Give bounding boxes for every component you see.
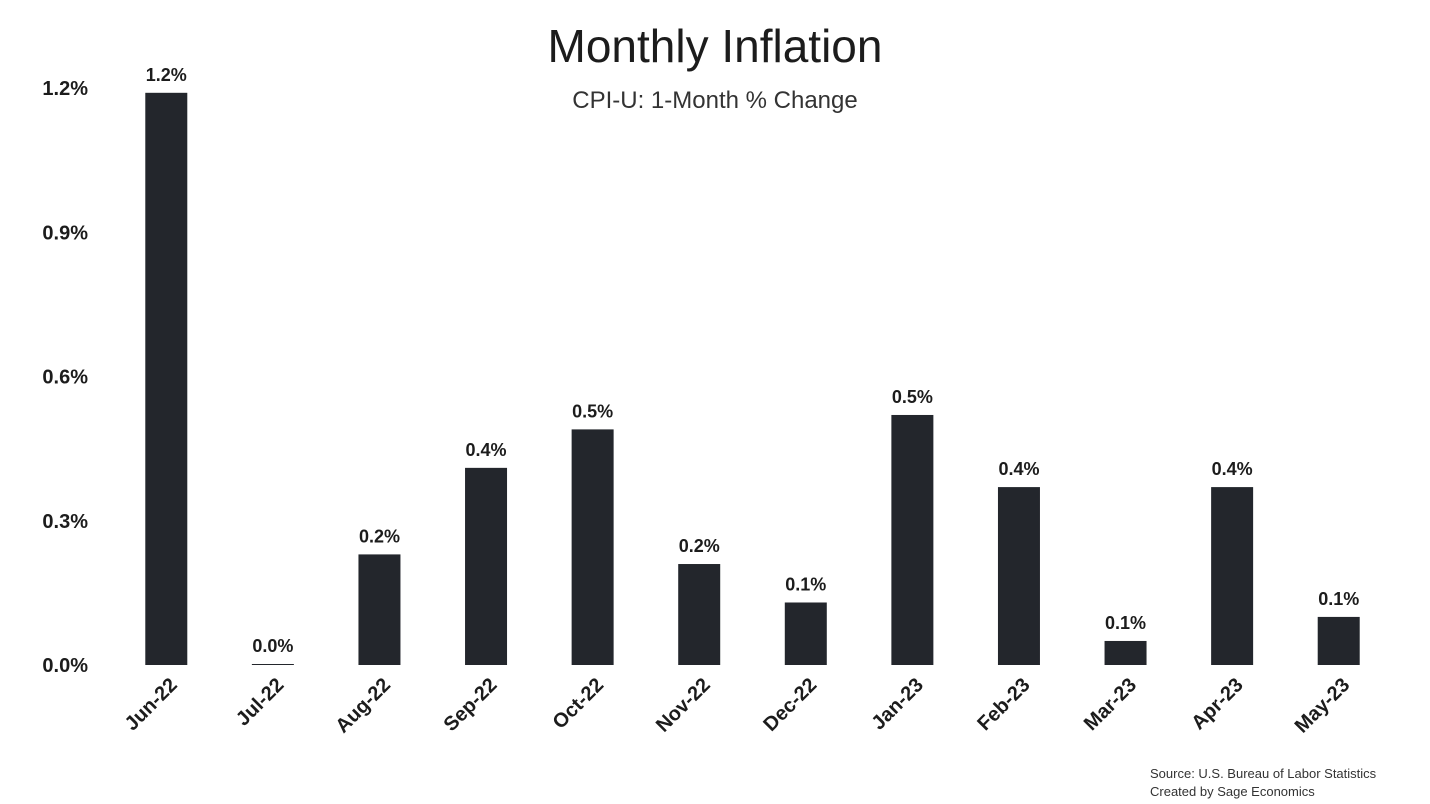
- x-tick-label: Jul-22: [232, 674, 288, 730]
- data-label: 0.5%: [892, 387, 933, 407]
- credit-note: Created by Sage Economics: [1150, 784, 1315, 799]
- y-tick-label: 0.6%: [42, 367, 88, 389]
- x-axis: Jun-22 Jul-22 Aug-22 Sep-22 Oct-22 Nov-22 Dec-…: [121, 674, 1355, 738]
- bar-oct-22: [571, 429, 614, 665]
- x-tick-label: Feb-23: [973, 674, 1034, 735]
- x-tick-label: Dec-22: [759, 674, 821, 736]
- y-axis: 0.0% 0.3% 0.6% 0.9% 1.2%: [42, 78, 88, 677]
- chart-subtitle: CPI-U: 1-Month % Change: [572, 87, 857, 114]
- data-label: 0.4%: [466, 440, 507, 460]
- x-tick-label: Aug-22: [331, 674, 394, 737]
- x-tick-label: Mar-23: [1080, 674, 1141, 735]
- data-label: 0.5%: [572, 401, 613, 421]
- data-label: 0.2%: [679, 536, 720, 556]
- data-label: 0.1%: [785, 574, 826, 594]
- data-label: 0.2%: [359, 526, 400, 546]
- source-note: Source: U.S. Bureau of Labor Statistics: [1150, 766, 1377, 781]
- y-tick-label: 1.2%: [42, 78, 88, 100]
- bar-apr-23: [1211, 487, 1254, 665]
- x-tick-label: Oct-22: [549, 674, 609, 734]
- x-tick-label: Jan-23: [868, 674, 928, 734]
- x-tick-label: Nov-22: [652, 674, 715, 737]
- x-tick-label: May-23: [1291, 674, 1355, 738]
- bar-feb-23: [997, 487, 1040, 665]
- bars: [145, 92, 1360, 665]
- bar-jan-23: [891, 414, 934, 665]
- bar-dec-22: [784, 602, 827, 665]
- y-tick-label: 0.3%: [42, 511, 88, 533]
- data-label: 0.1%: [1105, 613, 1146, 633]
- bar-jul-22: [251, 664, 294, 665]
- bar-aug-22: [358, 554, 401, 665]
- data-label: 0.1%: [1318, 589, 1359, 609]
- data-label: 0.4%: [1212, 459, 1253, 479]
- bar-jun-22: [145, 92, 188, 665]
- y-tick-label: 0.9%: [42, 222, 88, 244]
- data-label: 1.2%: [146, 65, 187, 85]
- data-label: 0.4%: [998, 459, 1039, 479]
- x-tick-label: Sep-22: [440, 674, 502, 736]
- y-tick-label: 0.0%: [42, 655, 88, 677]
- data-label: 0.0%: [252, 636, 293, 656]
- bar-sep-22: [465, 467, 508, 665]
- x-tick-label: Apr-23: [1187, 674, 1247, 734]
- x-tick-label: Jun-22: [121, 674, 182, 735]
- bar-nov-22: [678, 564, 721, 665]
- bar-may-23: [1317, 616, 1360, 665]
- chart-title: Monthly Inflation: [548, 20, 883, 72]
- bar-mar-23: [1104, 640, 1147, 665]
- data-labels: 1.2% 0.0% 0.2% 0.4% 0.5% 0.2% 0.1% 0.5% 0.4% 0.1%…: [146, 65, 1359, 656]
